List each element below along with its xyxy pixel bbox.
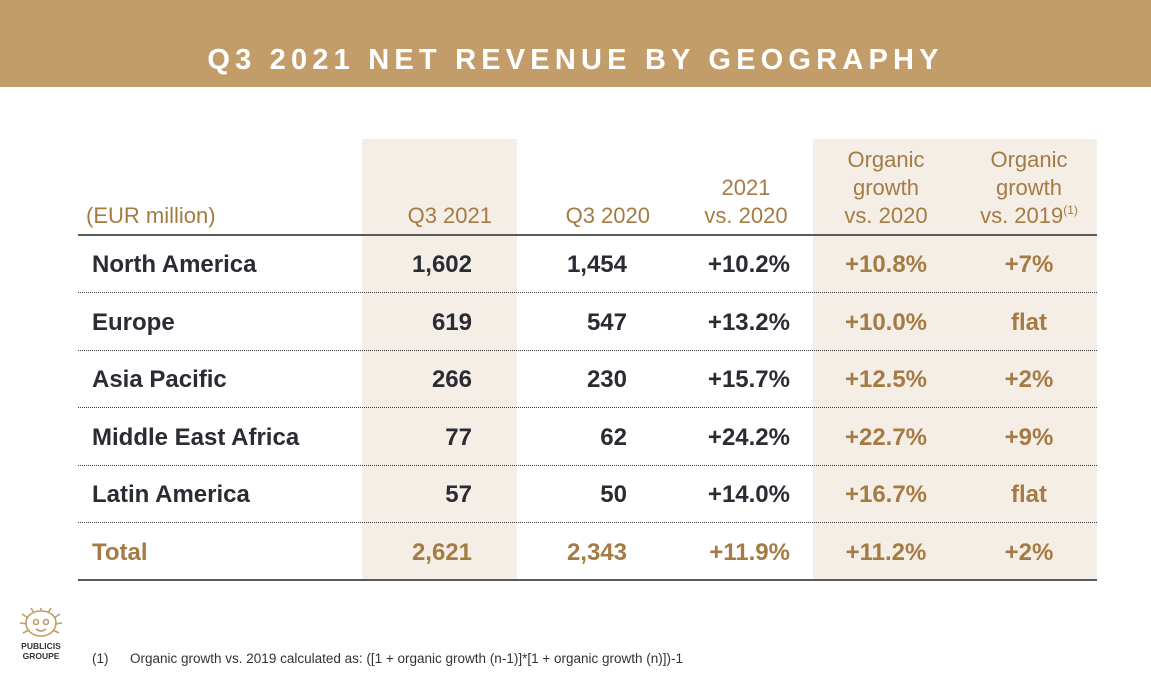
organic-vs-2019-cell: +2% [1004,366,1054,394]
column-highlight-q3-2021 [362,139,517,581]
column-highlight-organic-growth [813,139,1097,581]
column-header-organic-vs-2019: Organic growth vs. 2019(1) [962,146,1096,230]
column-header-line: vs. 2020 [704,203,788,228]
logo-text-groupe: GROUPE [22,651,60,661]
footnote-text: Organic growth vs. 2019 calculated as: (… [130,651,684,666]
column-header-line: vs. 2020 [844,203,928,228]
organic-vs-2019-cell: flat [1011,308,1047,336]
bottom-rule [78,579,1097,581]
yoy-change-cell: +13.2% [707,308,790,336]
title-banner: Q3 2021 NET REVENUE BY GEOGRAPHY [0,0,1151,87]
column-header-line: Organic [847,147,925,172]
q3-2021-cell: 57 [445,481,472,509]
yoy-change-cell: +24.2% [707,423,790,451]
row-divider [78,522,1097,524]
q3-2021-cell: 77 [445,423,472,451]
column-header-organic-vs-2020: Organic growth vs. 2020 [822,146,950,230]
organic-vs-2020-cell: +22.7% [844,423,928,451]
organic-vs-2019-cell: +9% [1004,423,1054,451]
region-cell: Middle East Africa [92,423,300,451]
q3-2020-cell: 230 [586,366,627,394]
row-divider [78,292,1097,293]
column-header-line: 2021 [721,175,771,200]
region-cell: North America [92,251,257,278]
q3-2020-cell: 62 [600,423,627,451]
column-header-line: vs. 2019 [980,203,1064,228]
column-header-q3-2021: Q3 2021 [372,202,492,230]
column-header-q3-2020: Q3 2020 [520,202,650,230]
region-cell: Asia Pacific [92,366,227,394]
publicis-groupe-logo: PUBLICIS GROUPE [14,607,68,661]
footnote-reference: (1) [1063,203,1078,217]
row-divider [78,349,1097,351]
organic-vs-2019-cell: flat [1011,481,1047,509]
column-header-line: Q3 2021 [407,203,492,228]
q3-2020-cell: 50 [600,481,627,509]
unit-label: (EUR million) [86,203,216,228]
q3-2021-cell: 1,602 [411,251,472,278]
region-cell: Europe [92,308,175,336]
yoy-change-cell: +11.9% [709,539,790,566]
footnote-marker: (1) [92,651,109,666]
row-divider [78,407,1097,409]
header-rule [78,234,1097,236]
q3-2021-cell: 2,621 [411,539,472,566]
page-title: Q3 2021 NET REVENUE BY GEOGRAPHY [207,44,944,76]
organic-vs-2020-cell: +10.8% [844,251,928,278]
row-divider [78,464,1097,466]
organic-vs-2020-cell: +12.5% [844,366,928,394]
column-header-line: growth [995,175,1063,200]
yoy-change-cell: +14.0% [707,481,790,509]
organic-vs-2020-cell: +11.2% [845,539,927,566]
organic-vs-2019-cell: +7% [1004,251,1054,278]
region-cell: Total [92,539,148,566]
q3-2021-cell: 266 [431,366,472,394]
yoy-change-cell: +15.7% [707,366,790,394]
region-cell: Latin America [92,481,250,509]
q3-2021-cell: 619 [431,308,472,336]
column-header-yoy-change: 2021 vs. 2020 [682,174,810,230]
organic-vs-2019-cell: +2% [1004,539,1054,566]
column-header-line: Q3 2020 [565,203,650,228]
q3-2020-cell: 547 [586,308,627,336]
q3-2020-cell: 2,343 [566,539,627,566]
lion-icon [19,607,63,637]
organic-vs-2020-cell: +16.7% [844,481,928,509]
q3-2020-cell: 1,454 [566,251,627,278]
logo-text-publicis: PUBLICIS [21,641,61,651]
column-header-line: Organic [990,147,1068,172]
organic-vs-2020-cell: +10.0% [844,308,928,336]
column-header-line: growth [852,175,920,200]
yoy-change-cell: +10.2% [707,251,790,278]
